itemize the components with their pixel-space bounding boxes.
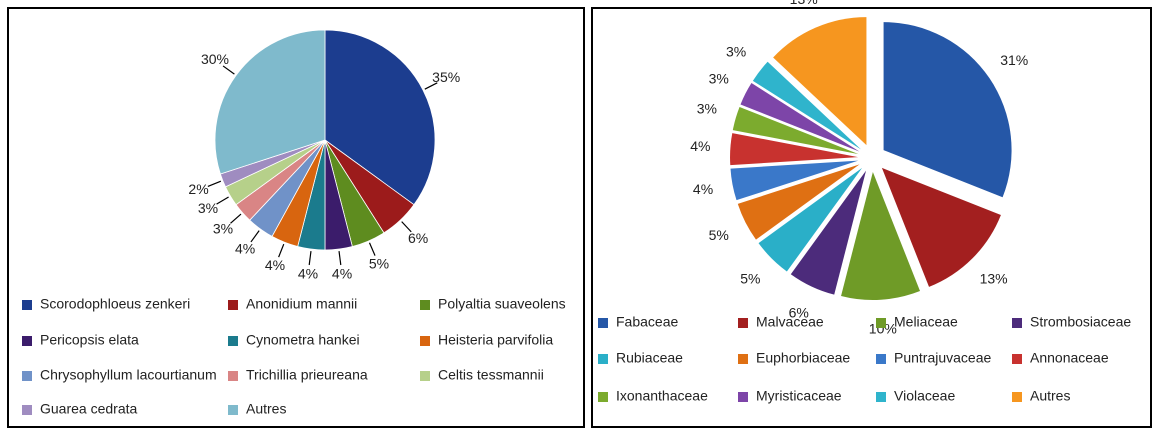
legend-swatch (228, 405, 238, 415)
leader-line (338, 251, 342, 266)
data-label: 3% (198, 200, 218, 216)
leader-line (308, 251, 312, 266)
legend-swatch (228, 371, 238, 381)
pie-slice (752, 61, 861, 150)
data-label: 4% (265, 257, 285, 273)
data-label: 35% (432, 69, 460, 85)
pie-slice (790, 170, 867, 295)
pie-slice (883, 22, 1012, 198)
legend-swatch (738, 392, 748, 402)
leader-line (222, 65, 235, 75)
legend-label: Euphorbiaceae (756, 350, 850, 366)
leader-line (424, 82, 438, 90)
legend-swatch (1012, 318, 1022, 328)
legend-swatch (420, 371, 430, 381)
legend-swatch (876, 354, 886, 364)
legend-label: Strombosiaceae (1030, 314, 1131, 330)
data-label: 4% (693, 181, 713, 197)
data-label: 6% (408, 230, 428, 246)
data-label: 2% (188, 181, 208, 197)
legend-swatch (420, 336, 430, 346)
legend-swatch (598, 354, 608, 364)
leader-line (216, 196, 229, 205)
leader-line (401, 221, 412, 233)
data-label: 5% (709, 227, 729, 243)
pie-slice (881, 167, 1001, 287)
data-label: 6% (789, 304, 809, 320)
data-label: 4% (332, 266, 352, 282)
legend-swatch (228, 336, 238, 346)
pie-slice (841, 171, 920, 300)
legend-label: Violaceae (894, 388, 955, 404)
legend-swatch (876, 392, 886, 402)
data-label: 5% (740, 270, 760, 286)
data-label: 3% (726, 43, 746, 59)
legend-label: Heisteria parvifolia (438, 332, 553, 348)
legend-swatch (1012, 392, 1022, 402)
legend-label: Autres (246, 401, 286, 417)
data-label: 4% (298, 266, 318, 282)
panel-border (7, 7, 585, 428)
data-label: 31% (1000, 52, 1028, 68)
legend-label: Cynometra hankei (246, 332, 360, 348)
legend-label: Annonaceae (1030, 350, 1109, 366)
data-label: 30% (201, 51, 229, 67)
leader-line (278, 243, 285, 258)
legend-swatch (22, 371, 32, 381)
pie-slice (740, 83, 860, 152)
legend-label: Ixonanthaceae (616, 388, 708, 404)
pie-slice (732, 106, 859, 155)
legend-label: Puntrajuvaceae (894, 350, 992, 366)
legend-swatch (22, 336, 32, 346)
legend-label: Celtis tessmannii (438, 367, 544, 383)
pie-slice (214, 29, 326, 175)
legend-label: Pericopsis elata (40, 332, 139, 348)
legend-swatch (598, 392, 608, 402)
legend-label: Polyaltia suaveolens (438, 296, 566, 312)
data-label: 4% (235, 241, 255, 257)
legend-label: Guarea cedrata (40, 401, 137, 417)
legend-label: Chrysophyllum lacourtianum (40, 367, 217, 383)
legend-swatch (876, 318, 886, 328)
legend-swatch (228, 300, 238, 310)
data-label: 5% (369, 256, 389, 272)
legend-label: Autres (1030, 388, 1070, 404)
legend-label: Meliaceae (894, 314, 958, 330)
pie-slice (324, 29, 436, 206)
legend-label: Myristicaceae (756, 388, 842, 404)
legend-label: Scorodophloeus zenkeri (40, 296, 190, 312)
data-label: 3% (697, 101, 717, 117)
data-label: 13% (790, 0, 818, 7)
legend-swatch (738, 354, 748, 364)
data-label: 3% (709, 71, 729, 87)
legend-label: Trichillia prieureana (246, 367, 368, 383)
legend-label: Anonidium mannii (246, 296, 357, 312)
leader-line (368, 242, 376, 256)
legend-swatch (1012, 354, 1022, 364)
legend-swatch (598, 318, 608, 328)
pie-slice (730, 133, 859, 166)
pie-slice (737, 164, 860, 240)
data-label: 3% (213, 221, 233, 237)
leader-line (250, 230, 260, 243)
data-label: 13% (980, 270, 1008, 286)
legend-label: Rubiaceae (616, 350, 683, 366)
leader-line (230, 213, 242, 224)
panel-border (591, 7, 1152, 428)
pie-slice (758, 167, 863, 272)
legend-swatch (738, 318, 748, 328)
legend-label: Fabaceae (616, 314, 678, 330)
legend-label: Malvaceae (756, 314, 824, 330)
data-label: 4% (690, 138, 710, 154)
pie-slice (773, 17, 867, 146)
legend-swatch (420, 300, 430, 310)
pie-slice (730, 160, 859, 201)
leader-line (207, 180, 222, 187)
legend-swatch (22, 300, 32, 310)
data-label: 10% (869, 320, 897, 336)
legend-swatch (22, 405, 32, 415)
